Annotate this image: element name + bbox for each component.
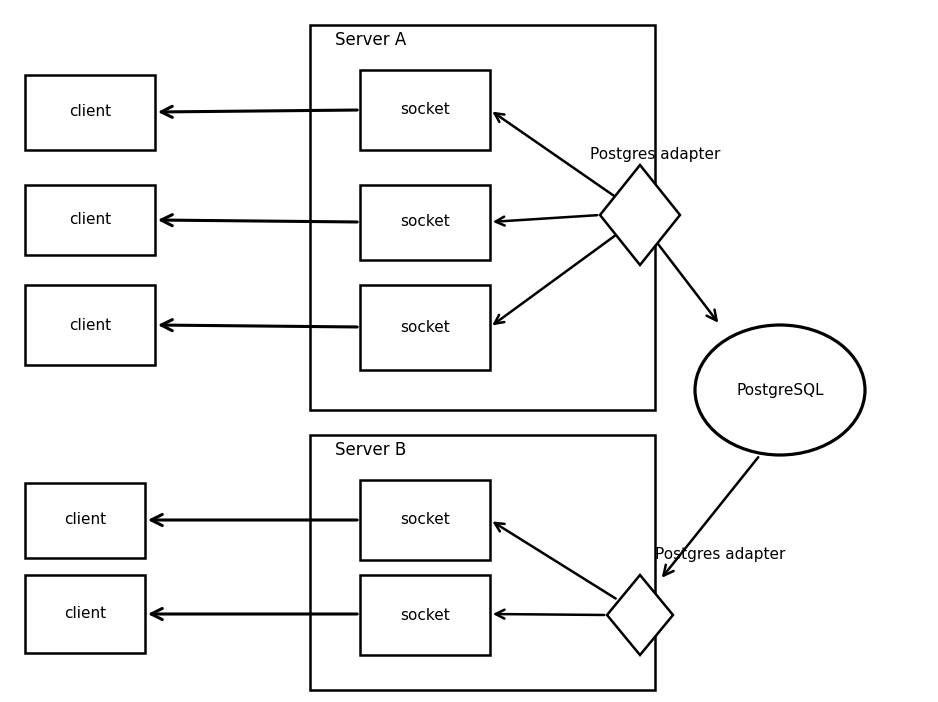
FancyBboxPatch shape [360, 480, 490, 560]
Text: PostgreSQL: PostgreSQL [736, 383, 824, 397]
FancyBboxPatch shape [360, 185, 490, 260]
Text: socket: socket [401, 607, 450, 623]
Text: client: client [64, 607, 106, 621]
Text: Postgres adapter: Postgres adapter [655, 548, 785, 562]
FancyBboxPatch shape [25, 483, 145, 558]
FancyBboxPatch shape [25, 75, 155, 150]
Text: Server A: Server A [335, 31, 406, 49]
Polygon shape [600, 165, 680, 265]
FancyBboxPatch shape [360, 575, 490, 655]
FancyBboxPatch shape [360, 70, 490, 150]
FancyBboxPatch shape [310, 25, 655, 410]
Text: socket: socket [401, 215, 450, 230]
Text: client: client [68, 105, 111, 119]
Text: socket: socket [401, 319, 450, 334]
Text: socket: socket [401, 512, 450, 527]
Text: client: client [64, 512, 106, 527]
Text: client: client [68, 213, 111, 227]
Text: Postgres adapter: Postgres adapter [590, 147, 720, 162]
Text: Server B: Server B [335, 441, 406, 459]
FancyBboxPatch shape [25, 185, 155, 255]
Polygon shape [607, 575, 673, 655]
Text: client: client [68, 317, 111, 333]
Text: socket: socket [401, 102, 450, 117]
FancyBboxPatch shape [25, 575, 145, 653]
FancyBboxPatch shape [310, 435, 655, 690]
Ellipse shape [695, 325, 865, 455]
FancyBboxPatch shape [25, 285, 155, 365]
FancyBboxPatch shape [360, 285, 490, 370]
